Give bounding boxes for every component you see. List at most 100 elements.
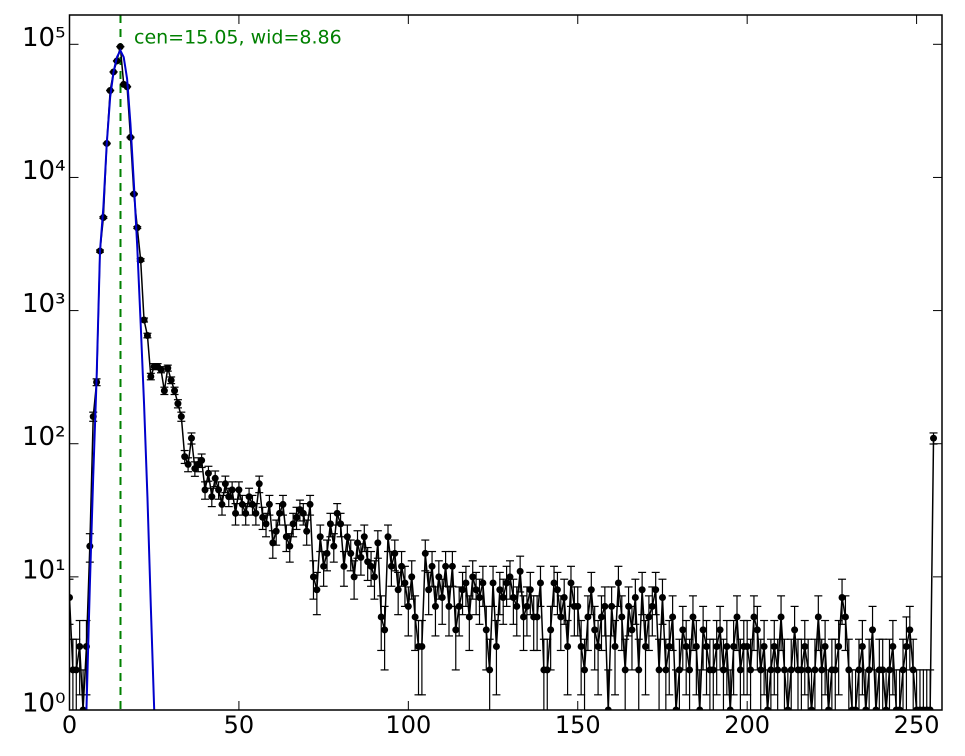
data-point: [757, 666, 765, 674]
x-tick-label: 150: [555, 711, 601, 739]
data-point: [276, 509, 284, 517]
x-tick-label: 100: [385, 711, 431, 739]
data-point: [581, 666, 589, 674]
data-point: [784, 706, 792, 710]
data-point: [635, 666, 643, 674]
data-point: [496, 586, 504, 594]
data-point: [872, 706, 880, 710]
data-point: [370, 573, 378, 581]
data-point: [862, 706, 870, 710]
data-point: [299, 509, 307, 517]
data-point: [526, 586, 534, 594]
data-point: [499, 593, 507, 601]
data-point: [465, 613, 473, 621]
data-point: [679, 626, 687, 634]
annotation: cen=15.05, wid=8.86: [134, 27, 342, 49]
data-point: [621, 666, 629, 674]
data-point: [896, 706, 904, 710]
data-point: [143, 331, 151, 339]
data-point: [445, 602, 453, 610]
data-point: [831, 666, 839, 674]
data-point: [767, 666, 775, 674]
data-point: [381, 626, 389, 634]
data-point: [885, 666, 893, 674]
data-point: [309, 573, 317, 581]
data-point: [696, 706, 704, 710]
data-point: [242, 509, 250, 517]
data-point: [401, 579, 409, 587]
data-point: [858, 642, 866, 650]
fit-line: [85, 48, 156, 710]
y-tick-label: 10⁰: [22, 689, 66, 719]
data-point: [293, 513, 301, 521]
data-point: [218, 500, 226, 508]
data-point: [350, 573, 358, 581]
data-point: [235, 486, 243, 494]
data-point: [801, 642, 809, 650]
data-point: [513, 602, 521, 610]
data-point: [255, 480, 263, 488]
data-point: [723, 642, 731, 650]
data-point: [770, 642, 778, 650]
data-point: [360, 533, 368, 541]
data-point: [245, 493, 253, 501]
data-point: [177, 413, 185, 421]
data-point: [841, 613, 849, 621]
data-point: [262, 520, 270, 528]
data-point: [824, 706, 832, 710]
data-point: [733, 613, 741, 621]
data-point: [889, 642, 897, 650]
data-point: [503, 579, 511, 587]
data-point: [455, 602, 463, 610]
data-point: [208, 493, 216, 501]
data-point: [550, 579, 558, 587]
data-point: [164, 364, 172, 372]
y-tick-label: 10⁵: [22, 23, 66, 53]
data-point: [347, 549, 355, 557]
data-point: [408, 573, 416, 581]
data-point: [489, 579, 497, 587]
data-point: [167, 376, 175, 384]
data-point: [594, 642, 602, 650]
data-point: [418, 642, 426, 650]
data-point: [564, 642, 572, 650]
data-point: [340, 562, 348, 570]
data-point: [303, 527, 311, 535]
data-point: [140, 316, 148, 324]
data-point: [238, 500, 246, 508]
data-point: [560, 593, 568, 601]
data-point: [533, 613, 541, 621]
data-point: [743, 642, 751, 650]
data-point: [642, 642, 650, 650]
data-point: [438, 593, 446, 601]
data-point: [509, 593, 517, 601]
data-point: [404, 602, 412, 610]
data-point: [713, 642, 721, 650]
data-point: [750, 613, 758, 621]
data-point: [377, 613, 385, 621]
data-point: [313, 586, 321, 594]
x-tick-label: 0: [62, 711, 77, 739]
data-point: [797, 666, 805, 674]
data-point: [211, 474, 219, 482]
data-point: [614, 579, 622, 587]
data-point: [818, 666, 826, 674]
data-point: [326, 520, 334, 528]
data-point: [672, 706, 680, 710]
data-point: [645, 613, 653, 621]
y-tick-label: 10³: [22, 289, 66, 319]
plot-layer: [69, 15, 938, 710]
data-point: [774, 666, 782, 674]
data-point: [479, 579, 487, 587]
data-point: [655, 666, 663, 674]
data-point: [387, 562, 395, 570]
data-point: [201, 486, 209, 494]
data-point: [669, 613, 677, 621]
data-point: [648, 602, 656, 610]
data-point: [171, 387, 179, 395]
data-point: [553, 586, 561, 594]
data-point: [86, 542, 94, 550]
data-point: [574, 602, 582, 610]
